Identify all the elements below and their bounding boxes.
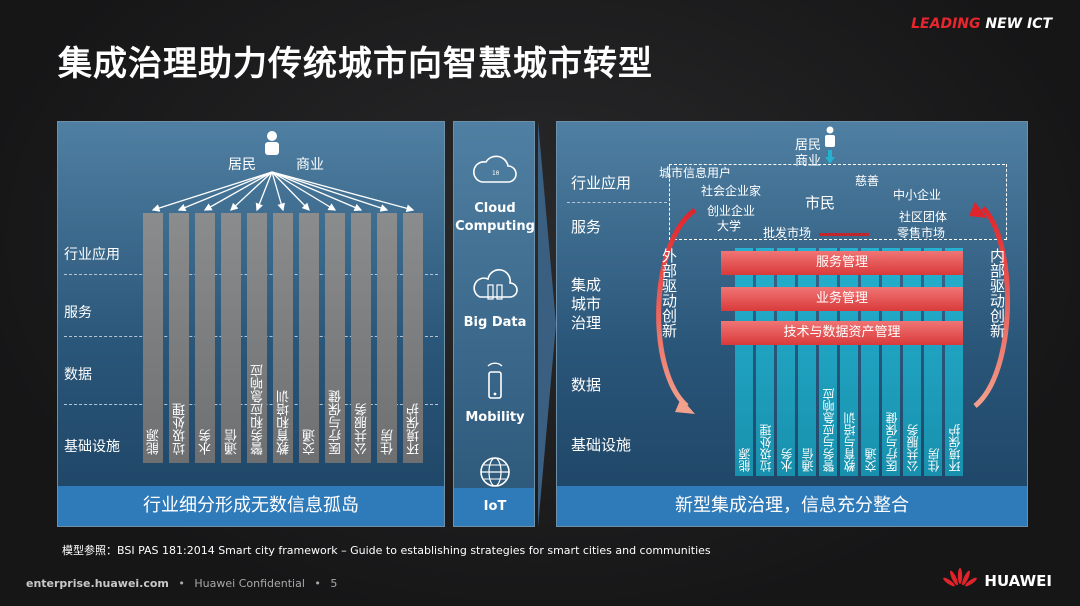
big-data-icon [473, 269, 518, 300]
right-row-label-governance: 集成 城市 治理 [571, 276, 602, 332]
stakeholder-box [669, 164, 1007, 240]
left-column-bar: 交通 [299, 213, 319, 463]
company-name: HUAWEI [984, 572, 1052, 590]
left-column-label: 水务 [199, 429, 214, 455]
left-column-bar: 能源 [143, 213, 163, 463]
mobile-phone-icon [487, 362, 503, 399]
left-column-label: 警务和应急响应 [251, 364, 266, 455]
page-title: 集成治理助力传统城市向智慧城市转型 [58, 44, 653, 84]
left-column-label: 能源 [147, 429, 162, 455]
big-data-label: Big Data [463, 315, 527, 330]
chevron-right-icon [538, 121, 556, 527]
governance-service-mgmt: 服务管理 [721, 251, 963, 275]
left-column-label: 交通 [303, 429, 318, 455]
governance-tech-data-mgmt: 技术与数据资产管理 [721, 321, 963, 345]
right-row-label-service: 服务 [571, 218, 602, 236]
right-user-business: 商业 [795, 154, 822, 169]
stakeholder-citizen: 市民 [805, 194, 836, 212]
stakeholder-box-top [669, 164, 1005, 165]
cloud-label-1: Cloud [474, 201, 516, 216]
footer-confidential: Huawei Confidential [194, 577, 305, 590]
page-number: 5 [330, 577, 338, 590]
left-column-bar: 垃圾处理 [169, 213, 189, 463]
governance-business-mgmt: 业务管理 [721, 287, 963, 311]
footer-info: enterprise.huawei.com • Huawei Confident… [26, 577, 338, 590]
left-column-bar: 住房 [377, 213, 397, 463]
user-icon [265, 131, 279, 155]
stakeholder-retail: 零售市场 [897, 226, 946, 240]
right-row-label-data: 数据 [571, 376, 602, 394]
brand-rest: NEW ICT [980, 16, 1052, 32]
left-row-label-service: 服务 [64, 305, 92, 321]
left-row-label-app: 行业应用 [64, 247, 120, 263]
left-column-bar: 公共服务 [351, 213, 371, 463]
left-column-bar: 教育和培训 [273, 213, 293, 463]
brand-leading: LEADING [911, 16, 981, 32]
left-column-bar: 医疗与保健 [325, 213, 345, 463]
left-column-bar: 水务 [195, 213, 215, 463]
right-panel: 居民 商业 行业应用 服务 集成 城市 治理 数据 基础设施 城市信息用户 社会… [556, 121, 1028, 527]
wholesale-underline [819, 233, 869, 236]
cloud-icon: 10 [473, 155, 517, 183]
stakeholder-sme: 中小企业 [893, 188, 942, 202]
right-row-label-infra: 基础设施 [571, 436, 632, 454]
svg-text:10: 10 [492, 170, 500, 177]
left-column-label: 垃圾处理 [173, 403, 188, 455]
right-user-resident: 居民 [795, 138, 822, 153]
stakeholder-social-entrepreneur: 社会企业家 [701, 184, 762, 198]
stakeholder-charity: 慈善 [855, 174, 880, 188]
left-column-bar: 环境保护 [403, 213, 423, 463]
left-panel: 居民 商业 行业应用 服务 数据 基础设施 能源 垃圾处理 水务 通信 警务和应急响应教… [57, 121, 445, 527]
left-panel-footer: 行业细分形成无数信息孤岛 [58, 486, 444, 526]
right-panel-footer: 新型集成治理，信息充分整合 [557, 486, 1027, 526]
right-row-label-app: 行业应用 [571, 174, 632, 192]
arrow-down-icon [825, 150, 835, 164]
model-reference: 模型参照：BSI PAS 181:2014 Smart city framewo… [62, 544, 711, 557]
left-row-label-infra: 基础设施 [64, 439, 120, 455]
left-column-label: 教育和培训 [277, 390, 292, 455]
left-user-business: 商业 [296, 157, 324, 173]
iot-label: IoT [483, 499, 507, 514]
globe-icon [480, 457, 510, 487]
left-user-resident: 居民 [228, 157, 256, 173]
stakeholder-startup: 创业企业 [707, 204, 756, 218]
middle-panel-footer: IoT [454, 488, 534, 526]
stakeholder-community: 社区团体 [899, 210, 948, 224]
stakeholder-wholesale: 批发市场 [763, 226, 812, 240]
middle-panel: 10 Cloud Computing Big Data Mobility IoT [453, 121, 535, 527]
divider [567, 202, 667, 203]
footer-site: enterprise.huawei.com [26, 577, 169, 590]
mobility-label: Mobility [465, 410, 525, 425]
fan-arrows [151, 171, 415, 213]
left-row-label-data: 数据 [64, 367, 92, 383]
left-column-label: 通信 [225, 429, 240, 455]
external-driver-label: 外部驱动创新 [660, 248, 678, 338]
stakeholder-city-info-user: 城市信息用户 [659, 166, 732, 180]
cycle-arrows [656, 202, 1010, 414]
internal-driver-label: 内部驱动创新 [988, 248, 1006, 338]
huawei-logo-icon [943, 568, 977, 587]
stakeholder-university: 大学 [717, 219, 742, 233]
user-icon [825, 126, 835, 147]
brand-tagline: LEADING NEW ICT [911, 16, 1052, 32]
left-column-label: 医疗与保健 [329, 390, 344, 455]
left-column-bar: 通信 [221, 213, 241, 463]
left-column-label: 公共服务 [355, 403, 370, 455]
left-column-label: 住房 [381, 429, 396, 455]
cloud-label-2: Computing [455, 219, 535, 234]
left-column-label: 环境保护 [407, 403, 422, 455]
left-column-bar: 警务和应急响应 [247, 213, 267, 463]
